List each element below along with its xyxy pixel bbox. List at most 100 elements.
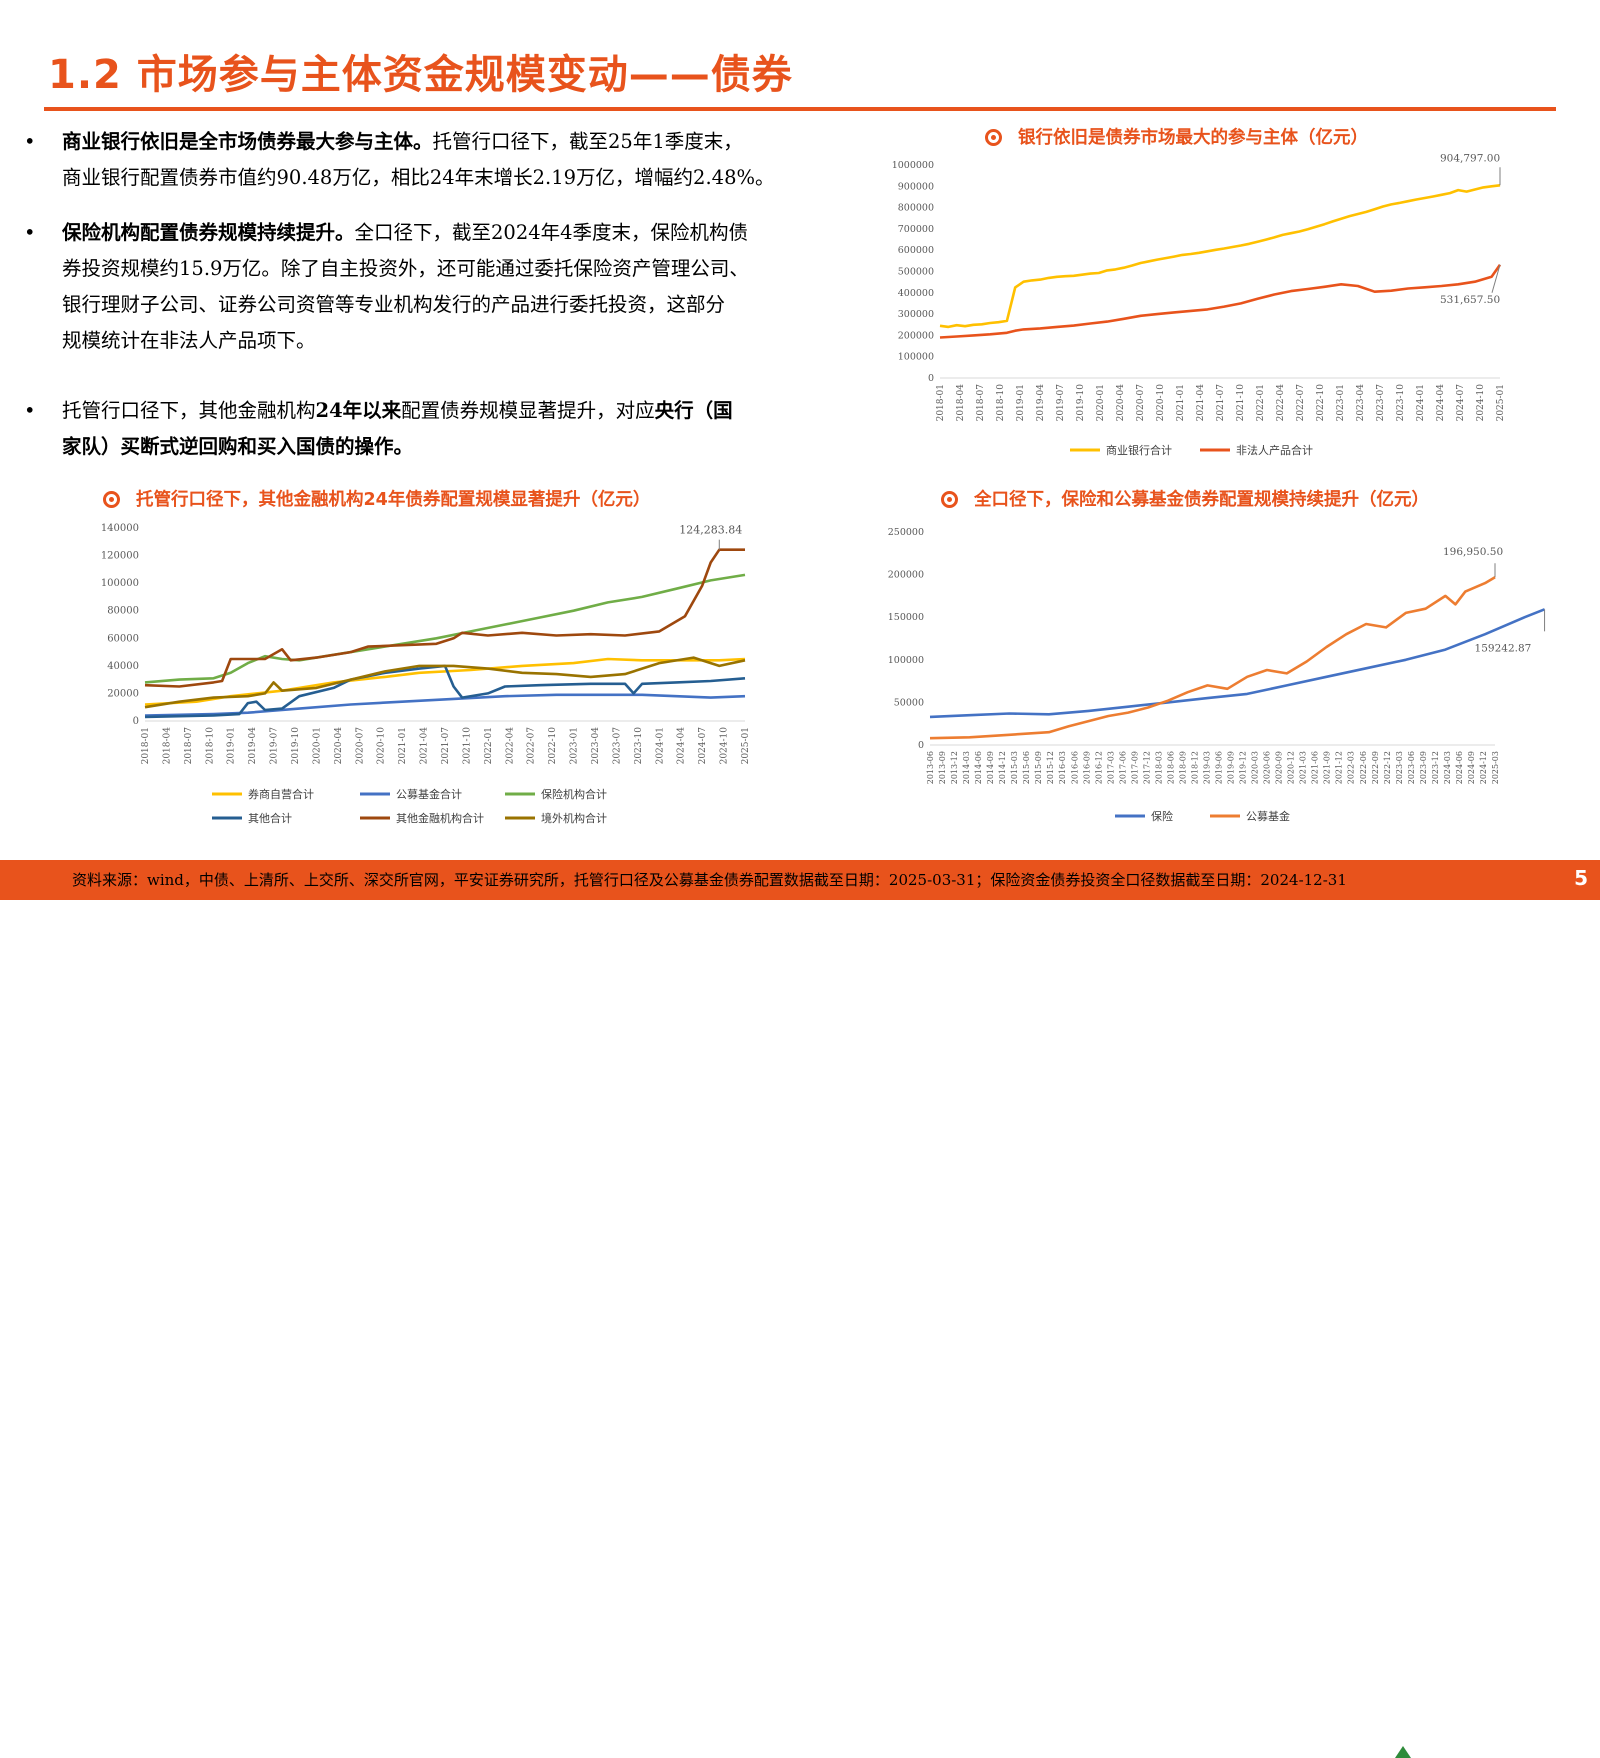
x-tick-label: 2017-09	[1130, 751, 1139, 784]
x-tick-label: 2024-04	[677, 727, 687, 765]
y-tick-label: 120000	[101, 551, 139, 562]
y-tick-label: 500000	[898, 267, 934, 278]
legend-label: 其他金融机构合计	[396, 811, 484, 825]
x-tick-label: 2023-03	[1395, 751, 1404, 784]
chart-title-insurance: 全口径下，保险和公募基金债券配置规模持续提升（亿元）	[941, 486, 1429, 511]
x-tick-label: 2021-07	[1216, 384, 1226, 422]
x-tick-label: 2021-06	[1311, 751, 1320, 784]
y-tick-label: 900000	[898, 181, 934, 192]
x-tick-label: 2023-07	[1376, 384, 1386, 422]
x-tick-label: 2015-12	[1046, 751, 1055, 784]
x-tick-label: 2015-06	[1022, 751, 1031, 784]
y-tick-label: 100000	[898, 352, 934, 363]
bullet-1-bold: 商业银行依旧是全市场债券最大参与主体。	[62, 130, 433, 153]
x-tick-label: 2024-10	[720, 727, 730, 765]
x-tick-label: 2024-03	[1443, 751, 1452, 784]
chart-banks: 0 100000 200000 300000 400000 500000 600000 700…	[892, 152, 1506, 457]
x-tick-label: 2014-12	[998, 751, 1007, 784]
x-tick-label: 2021-10	[462, 727, 472, 765]
x-tick-label: 2014-06	[974, 751, 983, 784]
x-tick-label: 2022-03	[1347, 751, 1356, 784]
chart-title-banks: 银行依旧是债券市场最大的参与主体（亿元）	[985, 124, 1368, 149]
legend-label: 保险机构合计	[541, 787, 607, 801]
x-tick-label: 2015-09	[1034, 751, 1043, 784]
series-line-6	[144, 656, 746, 709]
footer-source: 资料来源：wind，中债、上清所、上交所、深交所官网，平安证券研究所，托管行口径…	[72, 871, 1347, 889]
x-tick-label: 2016-12	[1094, 751, 1103, 784]
y-tick-label: 40000	[107, 661, 139, 672]
legend-label: 保险	[1151, 809, 1173, 823]
y-tick-label: 20000	[107, 688, 139, 699]
bullet-2-text: 全口径下，截至2024年4季度末，保险机构债	[354, 221, 749, 244]
y-tick-label: 100000	[101, 578, 139, 589]
bullet-2-line3: 银行理财子公司、证券公司资管等专业机构发行的产品进行委托投资，这部分	[62, 293, 726, 316]
bullet-3-bold-2: 央行（国	[654, 399, 733, 422]
x-tick-label: 2022-04	[1276, 384, 1286, 422]
x-tick-label: 2020-07	[1136, 384, 1146, 422]
series-line-4	[144, 664, 746, 719]
x-tick-label: 2020-10	[1156, 384, 1166, 422]
bullet-1: • 商业银行依旧是全市场债券最大参与主体。托管行口径下，截至25年1季度末， 商…	[20, 124, 860, 196]
chart-title-insurance-text: 全口径下，保险和公募基金债券配置规模持续提升（亿元）	[974, 490, 1429, 510]
legend-label: 券商自营合计	[248, 787, 314, 801]
x-tick-label: 2021-07	[441, 727, 451, 765]
y-tick-label: 200000	[888, 570, 924, 581]
x-tick-label: 2025-03	[1491, 751, 1500, 784]
x-tick-label: 2021-10	[1236, 384, 1246, 422]
y-tick-label: 0	[133, 716, 139, 727]
title-divider	[44, 107, 1556, 111]
annotation-leader	[1491, 264, 1501, 293]
x-tick-label: 2022-12	[1383, 751, 1392, 784]
x-tick-label: 2019-01	[227, 727, 237, 764]
x-tick-label: 2023-10	[1396, 384, 1406, 422]
x-tick-label: 2020-04	[334, 727, 344, 765]
legend-label: 商业银行合计	[1106, 443, 1172, 457]
x-tick-label: 2019-10	[1076, 384, 1086, 422]
bullet-3: • 托管行口径下，其他金融机构24年以来配置债券规模显著提升，对应央行（国 家队…	[20, 393, 860, 465]
x-tick-label: 2022-01	[484, 727, 494, 764]
x-tick-label: 2021-04	[420, 727, 430, 765]
legend-label: 其他合计	[248, 811, 292, 825]
x-tick-label: 2019-04	[248, 727, 258, 765]
series-line-5	[144, 548, 745, 688]
x-tick-label: 2025-01	[741, 727, 751, 764]
y-tick-label: 700000	[898, 224, 934, 235]
x-tick-label: 2020-09	[1275, 751, 1284, 784]
x-tick-label: 2023-10	[634, 727, 644, 765]
x-tick-label: 2019-09	[1227, 751, 1236, 784]
x-tick-label: 2013-09	[938, 751, 947, 784]
x-tick-label: 2018-03	[1154, 751, 1163, 784]
bullet-dot: •	[24, 130, 36, 153]
x-tick-label: 2014-03	[962, 751, 971, 784]
legend-label: 公募基金合计	[396, 787, 462, 801]
x-tick-label: 2022-06	[1359, 751, 1368, 784]
y-tick-label: 50000	[894, 697, 924, 708]
bullet-3-text: 托管行口径下，其他金融机构	[62, 399, 316, 422]
x-tick-label: 2017-03	[1106, 751, 1115, 784]
x-tick-label: 2022-01	[1256, 384, 1266, 421]
x-tick-label: 2016-03	[1058, 751, 1067, 784]
series-line-2	[144, 693, 746, 717]
y-tick-label: 1000000	[892, 160, 934, 171]
footer-bar: 资料来源：wind，中债、上清所、上交所、深交所官网，平安证券研究所，托管行口径…	[0, 860, 1600, 1758]
x-tick-label: 2017-12	[1142, 751, 1151, 784]
annotation-label: 196,950.50	[1443, 546, 1503, 558]
x-tick-label: 2021-01	[398, 727, 408, 764]
legend-label: 境外机构合计	[541, 811, 607, 825]
series-line-1	[929, 608, 1546, 719]
target-icon	[941, 491, 958, 508]
x-tick-label: 2022-10	[548, 727, 558, 765]
x-tick-label: 2023-04	[1356, 384, 1366, 422]
x-tick-label: 2023-04	[591, 727, 601, 765]
target-icon	[103, 491, 120, 508]
y-tick-label: 80000	[107, 606, 139, 617]
x-tick-label: 2017-06	[1118, 751, 1127, 784]
bullet-2-line4: 规模统计在非法人产品项下。	[62, 329, 316, 352]
series-line-3	[144, 573, 746, 684]
x-tick-label: 2024-06	[1455, 751, 1464, 784]
series-line-2	[929, 576, 1496, 740]
x-tick-label: 2023-12	[1431, 751, 1440, 784]
x-tick-label: 2019-06	[1215, 751, 1224, 784]
x-tick-label: 2018-06	[1166, 751, 1175, 784]
x-tick-label: 2016-09	[1082, 751, 1091, 784]
